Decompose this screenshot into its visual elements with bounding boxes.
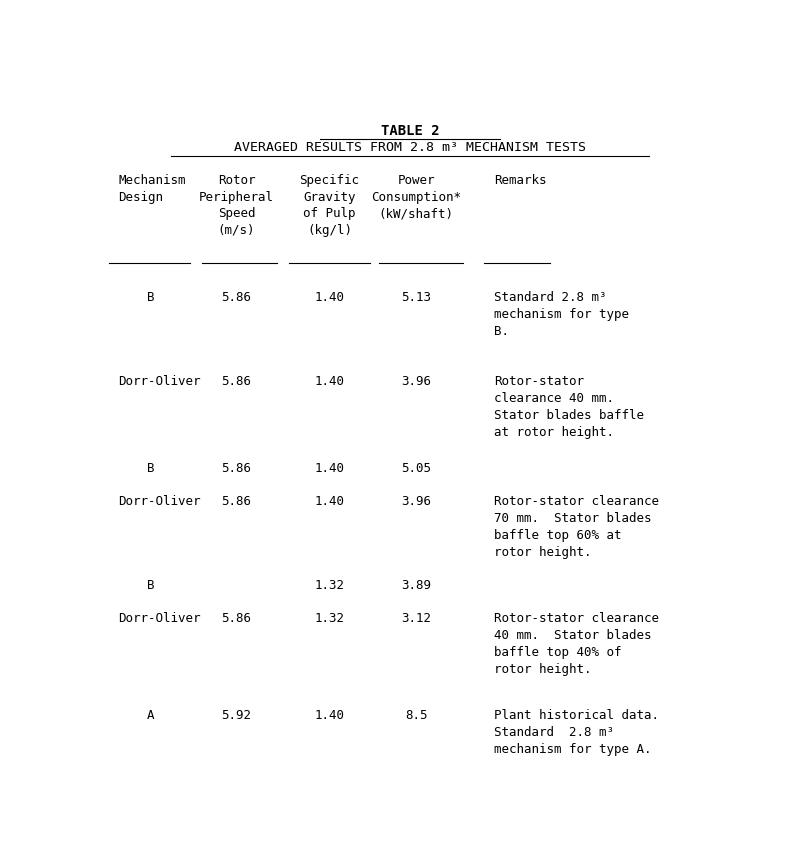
Text: Rotor-stator clearance
40 mm.  Stator blades
baffle top 40% of
rotor height.: Rotor-stator clearance 40 mm. Stator bla… [494,612,658,676]
Text: 3.12: 3.12 [401,612,431,625]
Text: Standard 2.8 m³
mechanism for type
B.: Standard 2.8 m³ mechanism for type B. [494,292,629,339]
Text: 5.05: 5.05 [401,462,431,475]
Text: 5.86: 5.86 [222,612,251,625]
Text: 5.86: 5.86 [222,462,251,475]
Text: 1.32: 1.32 [314,579,344,592]
Text: Rotor
Peripheral
Speed
(m/s): Rotor Peripheral Speed (m/s) [199,174,274,237]
Text: 5.13: 5.13 [401,292,431,305]
Text: Plant historical data.
Standard  2.8 m³
mechanism for type A.: Plant historical data. Standard 2.8 m³ m… [494,709,658,756]
Text: Remarks: Remarks [494,174,546,187]
Text: 5.86: 5.86 [222,495,251,508]
Text: 1.40: 1.40 [314,462,344,475]
Text: A: A [146,709,154,722]
Text: Dorr-Oliver: Dorr-Oliver [118,612,201,625]
Text: 3.96: 3.96 [401,375,431,388]
Text: Dorr-Oliver: Dorr-Oliver [118,495,201,508]
Text: Specific
Gravity
of Pulp
(kg/l): Specific Gravity of Pulp (kg/l) [299,174,359,237]
Text: Rotor-stator
clearance 40 mm.
Stator blades baffle
at rotor height.: Rotor-stator clearance 40 mm. Stator bla… [494,375,644,439]
Text: B: B [146,579,154,592]
Text: 5.92: 5.92 [222,709,251,722]
Text: 1.32: 1.32 [314,612,344,625]
Text: Mechanism
Design: Mechanism Design [118,174,186,204]
Text: 1.40: 1.40 [314,495,344,508]
Text: 1.40: 1.40 [314,292,344,305]
Text: 5.86: 5.86 [222,375,251,388]
Text: Power
Consumption*
(kW/shaft): Power Consumption* (kW/shaft) [371,174,461,220]
Text: AVERAGED RESULTS FROM 2.8 m³ MECHANISM TESTS: AVERAGED RESULTS FROM 2.8 m³ MECHANISM T… [234,141,586,154]
Text: Dorr-Oliver: Dorr-Oliver [118,375,201,388]
Text: Rotor-stator clearance
70 mm.  Stator blades
baffle top 60% at
rotor height.: Rotor-stator clearance 70 mm. Stator bla… [494,495,658,559]
Text: 1.40: 1.40 [314,375,344,388]
Text: TABLE 2: TABLE 2 [381,124,439,138]
Text: 5.86: 5.86 [222,292,251,305]
Text: B: B [146,462,154,475]
Text: 8.5: 8.5 [405,709,427,722]
Text: B: B [146,292,154,305]
Text: 1.40: 1.40 [314,709,344,722]
Text: 3.89: 3.89 [401,579,431,592]
Text: 3.96: 3.96 [401,495,431,508]
